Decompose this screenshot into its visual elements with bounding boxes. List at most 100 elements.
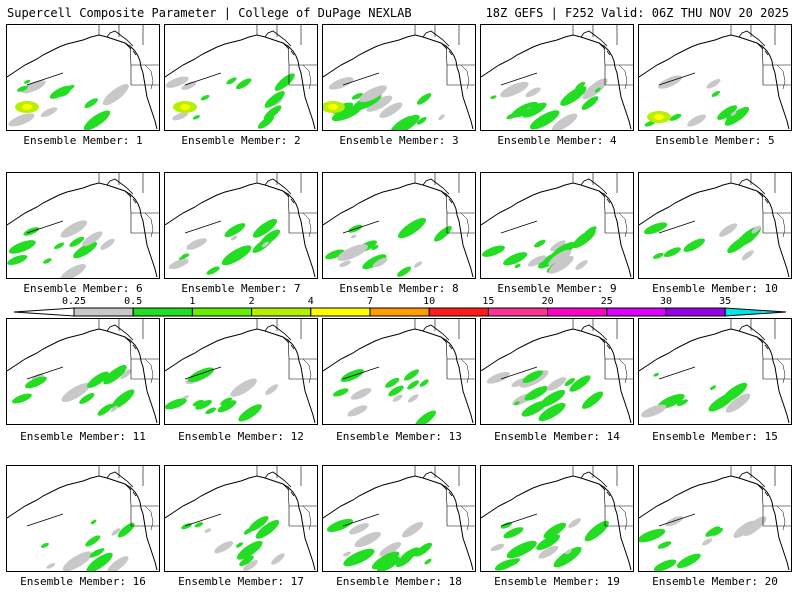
- ensemble-map-panel: [480, 172, 634, 279]
- ensemble-map-panel: [480, 465, 634, 572]
- scp-shading-area: [705, 526, 721, 537]
- scp-shading-area: [54, 242, 65, 250]
- scp-shading-area: [226, 77, 237, 85]
- scp-shading-area: [97, 403, 113, 416]
- scp-shading-area: [371, 551, 400, 570]
- coastline: [639, 34, 790, 130]
- ensemble-map-panel: [480, 24, 634, 131]
- aleutian-islands: [500, 513, 538, 527]
- ensemble-member-label: Ensemble Member: 5: [655, 134, 775, 147]
- aleutian-islands: [342, 72, 380, 86]
- legend-color-segment: [369, 307, 430, 317]
- scp-shading-area: [200, 94, 210, 101]
- scp-shading-area: [17, 85, 28, 92]
- coastline-islands: [106, 178, 137, 204]
- scp-shading-area: [553, 546, 582, 568]
- legend-tick-label: 0.5: [124, 296, 143, 307]
- ensemble-map-panel: [322, 465, 476, 572]
- scp-shading-area: [106, 556, 129, 571]
- scp-shading-area: [117, 522, 135, 538]
- ensemble-member-label: Ensemble Member: 11: [20, 430, 146, 443]
- scp-shading-area: [415, 410, 436, 424]
- scp-shading-area: [708, 392, 735, 412]
- scp-shading-area: [82, 231, 103, 247]
- scp-shading-area: [643, 405, 665, 416]
- scp-shading-area: [24, 79, 31, 84]
- scp-shading-area: [102, 84, 129, 106]
- ensemble-member-label: Ensemble Member: 17: [178, 575, 304, 588]
- political-borders: [98, 466, 159, 527]
- scp-shading-area: [165, 398, 187, 410]
- coastline-islands: [422, 30, 453, 56]
- scp-shading-area: [538, 545, 559, 559]
- ensemble-member-label: Ensemble Member: 2: [181, 134, 301, 147]
- map-canvas: [323, 466, 475, 571]
- scp-shading-area: [511, 101, 539, 118]
- scp-shading-area: [326, 518, 354, 532]
- scp-shading-area: [182, 395, 189, 400]
- coastline-islands: [264, 178, 295, 204]
- ensemble-member-label: Ensemble Member: 15: [652, 430, 778, 443]
- scp-shading-area: [217, 400, 237, 413]
- political-borders: [256, 173, 317, 234]
- state-borders: [460, 64, 470, 90]
- ensemble-map-panel: [638, 318, 792, 425]
- scp-shading-area: [230, 235, 238, 241]
- scp-shading-area: [582, 226, 597, 238]
- scp-shading-area: [438, 114, 445, 121]
- state-borders: [776, 212, 786, 238]
- legend-tick-label: 35: [719, 296, 732, 307]
- scp-shading-area: [110, 405, 118, 412]
- scp-shading-area: [243, 560, 258, 571]
- political-borders: [414, 25, 475, 86]
- scp-shading-area: [514, 264, 521, 268]
- scp-shading-area: [388, 385, 404, 397]
- scp-shading-area: [120, 369, 132, 379]
- map-canvas: [7, 173, 159, 278]
- ensemble-member-label: Ensemble Member: 16: [20, 575, 146, 588]
- scp-shading-area: [252, 218, 278, 238]
- color-scale-legend: 0.25 0.5 1 2 4 7 10 15 20 25 30 35: [0, 296, 800, 320]
- scp-shading-area: [582, 78, 608, 100]
- scp-shading-area: [60, 263, 86, 278]
- state-borders: [618, 358, 628, 384]
- scp-shading-area: [40, 542, 49, 548]
- aleutian-islands: [658, 72, 696, 86]
- ensemble-map-panel: [322, 318, 476, 425]
- scp-shading-area: [669, 113, 682, 121]
- state-borders: [618, 212, 628, 238]
- scp-shading-area: [351, 92, 364, 100]
- scp-shading-area: [25, 376, 47, 389]
- scp-shading-area: [204, 528, 212, 533]
- state-borders: [302, 64, 312, 90]
- ensemble-member-label: Ensemble Member: 9: [497, 282, 617, 295]
- scp-shading-area: [230, 378, 257, 397]
- scp-shading-area: [328, 104, 338, 110]
- scp-shading-area: [343, 548, 375, 567]
- scp-shading-area: [575, 260, 588, 270]
- scp-shading-area: [730, 111, 737, 117]
- scp-shading-area: [90, 519, 97, 525]
- ensemble-map-panel: [164, 24, 318, 131]
- ensemble-member-label: Ensemble Member: 6: [23, 282, 143, 295]
- coastline: [7, 182, 158, 278]
- state-borders: [302, 505, 312, 531]
- scp-shading-area: [73, 241, 98, 259]
- map-canvas: [481, 173, 633, 278]
- scp-shading-area: [524, 386, 548, 401]
- legend-color-segment: [428, 307, 489, 317]
- coastline: [323, 328, 474, 424]
- ensemble-member-label: Ensemble Member: 10: [652, 282, 778, 295]
- coastline: [165, 34, 316, 130]
- scp-shading-area: [220, 397, 232, 406]
- scp-shading-area: [401, 521, 424, 538]
- scp-shading-area: [676, 399, 688, 407]
- political-borders: [414, 173, 475, 234]
- scp-shading-area: [22, 104, 32, 110]
- scp-shading-area: [168, 258, 189, 270]
- aleutian-islands: [184, 366, 222, 380]
- scp-shading-area: [724, 106, 750, 126]
- map-canvas: [481, 25, 633, 130]
- map-canvas: [7, 319, 159, 424]
- scp-shading-area: [350, 388, 372, 400]
